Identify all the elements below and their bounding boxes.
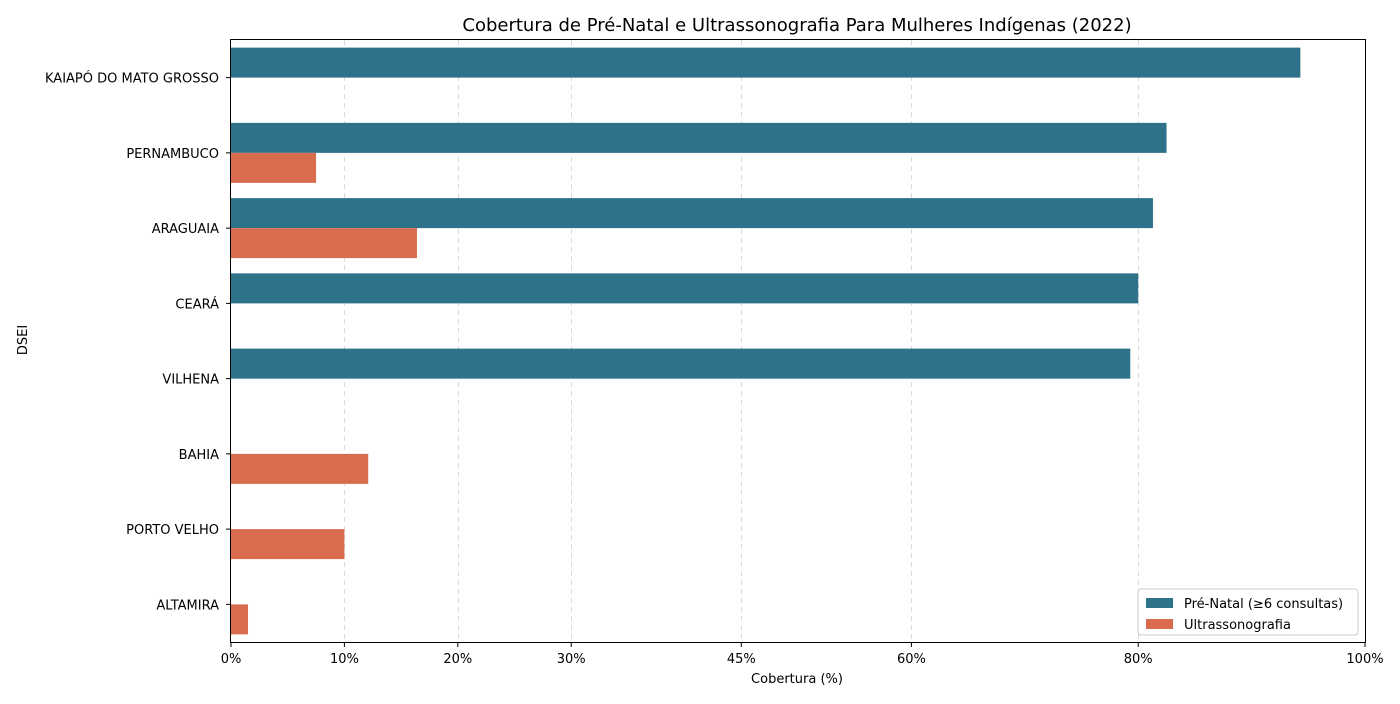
legend-swatch [1146,598,1173,608]
bar-prenatal [231,273,1139,304]
x-tick-labels: 0% 10% 20% 30% 45% 60% 80% 100% [221,642,1384,667]
bar-prenatal [231,47,1301,78]
x-tick-label: 100% [1346,652,1383,667]
x-tick-label: 30% [557,652,586,667]
y-tick-label: VILHENA [162,373,219,388]
y-tick-label: ARAGUAIA [152,222,219,237]
chart-title: Cobertura de Pré-Natal e Ultrassonografi… [462,15,1131,36]
x-tick-label: 60% [897,652,926,667]
x-tick-label: 10% [330,652,359,667]
y-axis-label: DSEI [16,325,31,355]
y-tick-label: CEARÁ [175,296,219,312]
bar-prenatal [231,122,1167,153]
bar-ultrassonografia [231,228,417,259]
x-tick-label: 20% [443,652,472,667]
y-tick-label: KAIAPÓ DO MATO GROSSO [45,71,219,87]
x-axis-label: Cobertura (%) [751,672,843,687]
legend-box [1137,588,1359,636]
bar-ultrassonografia [231,152,317,183]
bar-prenatal [231,198,1153,229]
bar-ultrassonografia [231,529,345,560]
bars [231,47,1301,635]
bar-ultrassonografia [231,604,249,635]
legend-label: Ultrassonografia [1184,618,1291,633]
x-tick-label: 45% [727,652,756,667]
bar-prenatal [231,348,1131,379]
legend-label: Pré-Natal (≥6 consultas) [1184,597,1343,612]
legend-swatch [1146,619,1173,629]
y-tick-labels: KAIAPÓ DO MATO GROSSO PERNAMBUCO ARAGUAIA C… [45,71,231,613]
x-tick-label: 80% [1124,652,1153,667]
plot-frame [230,39,1366,643]
y-tick-label: BAHIA [179,448,219,463]
y-tick-label: ALTAMIRA [156,598,219,613]
bar-ultrassonografia [231,453,369,484]
y-tick-label: PERNAMBUCO [126,147,219,162]
y-tick-label: PORTO VELHO [126,523,219,538]
x-tick-label: 0% [221,652,242,667]
legend: Pré-Natal (≥6 consultas) Ultrassonografia [1137,588,1359,636]
